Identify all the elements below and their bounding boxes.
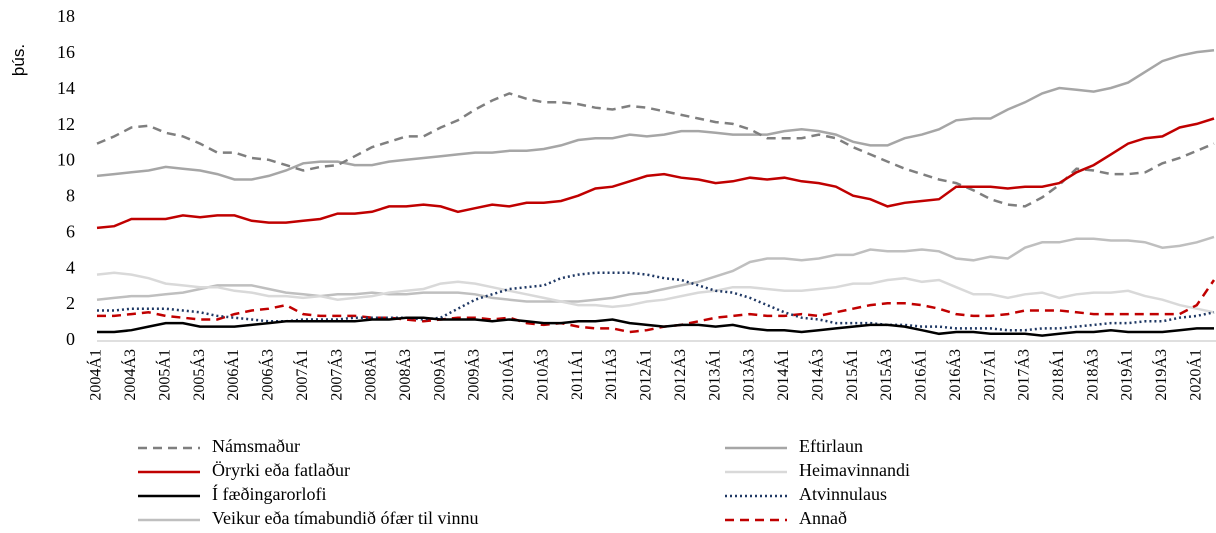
series-line: [96, 235, 1215, 303]
x-tick-label: 2016Á1: [911, 349, 930, 401]
legend-label: Í fæðingarorlofi: [212, 483, 326, 504]
x-tick-label: 2013Á3: [739, 349, 758, 401]
y-tick-label: 6: [66, 221, 75, 241]
y-tick-label: 12: [57, 114, 75, 134]
x-tick-label: 2012Á3: [670, 349, 689, 401]
x-tick-label: 2009Á3: [464, 349, 483, 401]
x-tick-label: 2014Á3: [807, 349, 826, 401]
x-tick-label: 2005Á1: [154, 349, 173, 401]
x-tick-label: 2018Á3: [1082, 349, 1101, 401]
x-tick-label: 2013Á1: [704, 349, 723, 401]
x-tick-label: 2009Á1: [429, 349, 448, 401]
series-line: [96, 49, 1215, 181]
x-tick-label: 2019Á1: [1117, 349, 1136, 401]
y-tick-label: 8: [66, 186, 75, 206]
x-tick-label: 2018Á1: [1048, 349, 1067, 401]
x-tick-label: 2010Á3: [532, 349, 551, 401]
y-tick-label: 10: [57, 150, 75, 170]
legend-label: Veikur eða tímabundið ófær til vinnu: [212, 508, 478, 528]
x-tick-label: 2008Á1: [361, 349, 380, 401]
x-tick-label: 2016Á3: [945, 349, 964, 401]
x-tick-label: 2019Á3: [1151, 349, 1170, 401]
legend-label: Eftirlaun: [799, 436, 863, 456]
x-tick-label: 2011Á1: [567, 349, 586, 400]
series-line: [97, 316, 1214, 337]
x-tick-label: 2008Á3: [395, 349, 414, 401]
x-tick-label: 2015Á3: [876, 349, 895, 401]
series-line: [96, 117, 1215, 230]
legend-label: Öryrki eða fatlaður: [212, 460, 350, 480]
x-tick-label: 2004Á3: [120, 349, 139, 401]
x-tick-label: 2017Á3: [1014, 349, 1033, 401]
x-tick-label: 2004Á1: [86, 349, 105, 401]
y-tick-label: 0: [66, 329, 75, 349]
legend-label: Annað: [799, 508, 847, 528]
y-tick-label: 18: [57, 6, 75, 26]
legend-label: Heimavinnandi: [799, 460, 910, 480]
legend-label: Atvinnulaus: [799, 484, 887, 504]
x-tick-label: 2012Á1: [636, 349, 655, 401]
series-line: [96, 92, 1215, 208]
x-tick-label: 2015Á1: [842, 349, 861, 401]
series-line: [96, 271, 1215, 314]
y-tick-label: 2: [66, 293, 75, 313]
y-tick-label: 4: [66, 257, 75, 277]
x-tick-label: 2014Á1: [773, 349, 792, 401]
y-tick-label: 14: [57, 78, 75, 98]
x-tick-label: 2010Á1: [498, 349, 517, 401]
legend-label: Námsmaður: [212, 436, 300, 456]
y-axis-label: þús.: [9, 44, 28, 76]
x-tick-label: 2011Á3: [601, 349, 620, 400]
x-tick-label: 2006Á1: [223, 349, 242, 401]
x-tick-label: 2006Á3: [258, 349, 277, 401]
x-tick-label: 2007Á1: [292, 349, 311, 401]
x-tick-label: 2020Á1: [1185, 349, 1204, 401]
x-tick-label: 2017Á1: [979, 349, 998, 401]
x-tick-label: 2005Á3: [189, 349, 208, 401]
series-line: [97, 279, 1216, 334]
x-tick-label: 2007Á3: [326, 349, 345, 401]
y-tick-label: 16: [57, 42, 75, 62]
